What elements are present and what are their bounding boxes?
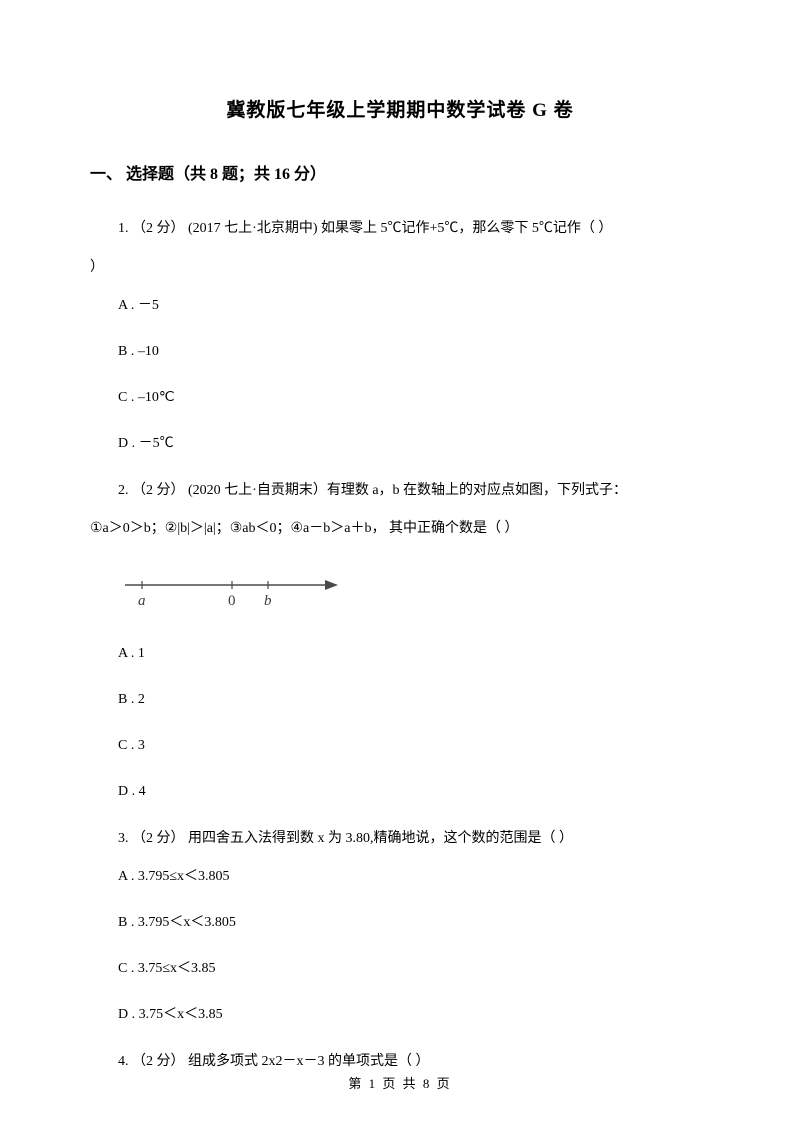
exam-title: 冀教版七年级上学期期中数学试卷 G 卷 (90, 95, 710, 122)
nl-arrow (325, 580, 338, 590)
section-header: 一、 选择题（共 8 题；共 16 分） (90, 160, 710, 184)
q2-optC: C . 3 (90, 732, 710, 760)
nl-label-a: a (138, 593, 146, 609)
number-line-diagram: a 0 b (120, 571, 340, 611)
q2-stem2: ①a＞0＞b；②|b|＞|a|；③ab＜0；④a－b＞a＋b， 其中正确个数是（… (90, 514, 710, 545)
q1-paren: ） (90, 253, 710, 284)
q1-optB: B . –10 (90, 338, 710, 366)
q2-optB: B . 2 (90, 686, 710, 714)
q3-optA: A . 3.795≤x＜3.805 (90, 863, 710, 891)
q2-optA: A . 1 (90, 640, 710, 668)
nl-label-0: 0 (228, 593, 236, 609)
page-content: 冀教版七年级上学期期中数学试卷 G 卷 一、 选择题（共 8 题；共 16 分）… (0, 0, 800, 1078)
q3-stem: 3. （2 分） 用四舍五入法得到数 x 为 3.80,精确地说，这个数的范围是… (90, 824, 710, 855)
q3-optC: C . 3.75≤x＜3.85 (90, 955, 710, 983)
page-footer: 第 1 页 共 8 页 (0, 1073, 800, 1092)
q1-optA: A . －5 (90, 292, 710, 320)
q3-optD: D . 3.75＜x＜3.85 (90, 1001, 710, 1029)
question-2: 2. （2 分） (2020 七上·自贡期末）有理数 a，b 在数轴上的对应点如… (90, 476, 710, 807)
q1-optD: D . －5℃ (90, 430, 710, 458)
q2-optD: D . 4 (90, 778, 710, 806)
q3-optB: B . 3.795＜x＜3.805 (90, 909, 710, 937)
nl-label-b: b (264, 593, 272, 609)
question-3: 3. （2 分） 用四舍五入法得到数 x 为 3.80,精确地说，这个数的范围是… (90, 824, 710, 1029)
q1-optC: C . –10℃ (90, 384, 710, 412)
question-1: 1. （2 分） (2017 七上·北京期中) 如果零上 5℃记作+5℃，那么零… (90, 214, 710, 458)
q2-stem1: 2. （2 分） (2020 七上·自贡期末）有理数 a，b 在数轴上的对应点如… (90, 476, 710, 507)
q1-stem: 1. （2 分） (2017 七上·北京期中) 如果零上 5℃记作+5℃，那么零… (90, 214, 710, 245)
